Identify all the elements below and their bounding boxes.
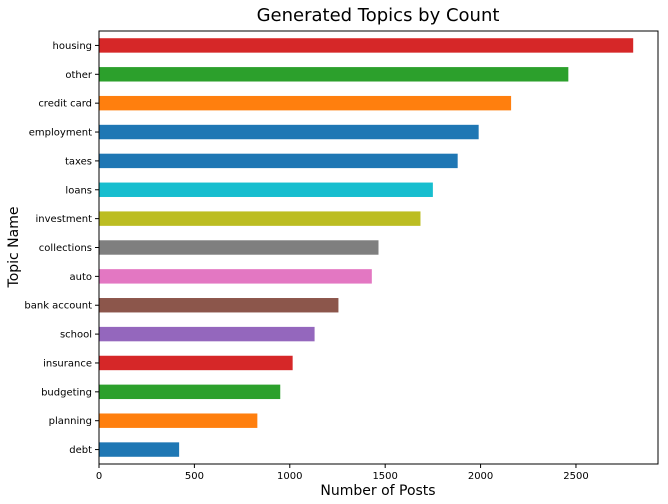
x-tick-label: 1500 [372, 471, 397, 482]
bar-other [99, 67, 569, 82]
chart-title: Generated Topics by Count [257, 5, 500, 26]
bar-loans [99, 182, 433, 197]
y-tick-label: taxes [65, 156, 92, 167]
x-tick-label: 2000 [468, 471, 493, 482]
bar-housing [99, 38, 634, 53]
bar-collections [99, 240, 379, 255]
x-tick-label: 2500 [563, 471, 588, 482]
y-tick-label: auto [69, 272, 92, 283]
bar-investment [99, 211, 421, 226]
bar-budgeting [99, 384, 281, 400]
y-axis-label: Topic Name [6, 207, 22, 289]
y-tick-label: loans [65, 185, 92, 196]
bar-school [99, 326, 315, 342]
bar-bank-account [99, 298, 339, 313]
y-tick-label: budgeting [41, 387, 92, 398]
y-tick-label: collections [39, 243, 92, 254]
bar-employment [99, 124, 479, 140]
y-tick-label: insurance [43, 358, 92, 369]
y-tick-label: credit card [38, 99, 92, 110]
y-tick-label: school [60, 330, 92, 341]
bar-taxes [99, 153, 458, 169]
bars-layer [99, 38, 634, 457]
bar-debt [99, 442, 180, 457]
y-tick-label: housing [53, 41, 92, 52]
y-tick-label: planning [49, 416, 92, 427]
bar-auto [99, 269, 372, 284]
x-axis-ticks: 0 500 1000 1500 2000 2500 [96, 464, 589, 482]
y-tick-label: employment [29, 128, 92, 139]
x-tick-label: 1000 [277, 471, 302, 482]
x-tick-label: 500 [185, 471, 204, 482]
bar-insurance [99, 355, 293, 371]
y-tick-label: bank account [24, 301, 92, 312]
y-tick-label: debt [69, 445, 92, 456]
bar-planning [99, 413, 258, 428]
y-tick-label: investment [36, 214, 93, 225]
bar-credit-card [99, 95, 512, 111]
x-axis-label: Number of Posts [320, 483, 435, 499]
y-tick-label: other [65, 70, 93, 81]
y-axis-ticks: housing other credit card employment taxes lo… [24, 41, 99, 456]
x-tick-label: 0 [96, 471, 102, 482]
